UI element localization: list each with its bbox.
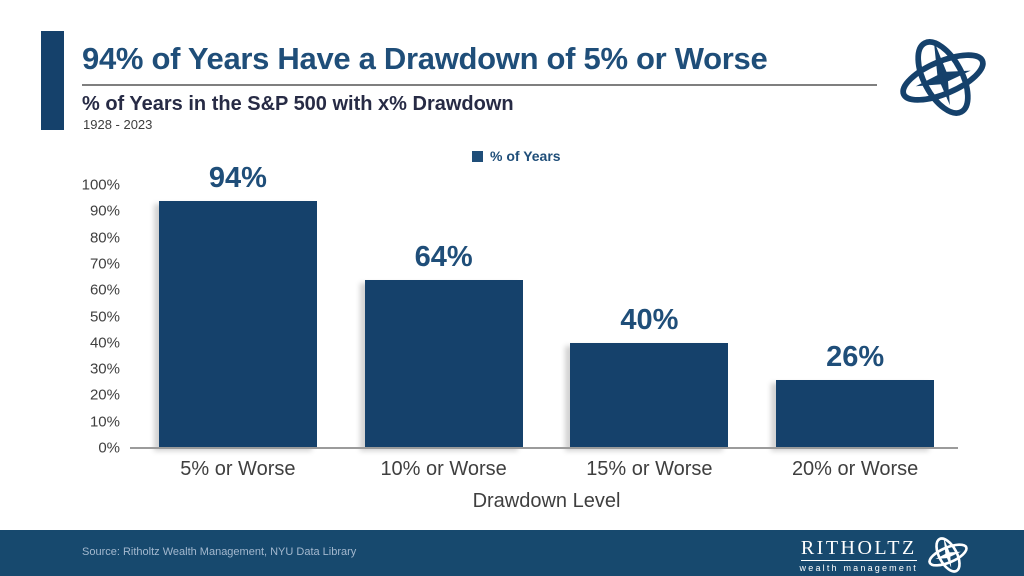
footer-brand: RITHOLTZ wealth management — [800, 533, 974, 576]
bar-slot: 94% — [135, 162, 341, 448]
y-tick-label: 90% — [89, 202, 120, 220]
y-tick-label: 40% — [89, 334, 120, 352]
y-tick-label: 70% — [89, 255, 120, 273]
x-tick-label: 5% or Worse — [180, 458, 296, 480]
brand-tagline: wealth management — [799, 562, 918, 573]
x-tick-label: 15% or Worse — [586, 458, 713, 480]
y-tick-label: 50% — [89, 308, 120, 325]
brand-text: RITHOLTZ wealth management — [799, 536, 918, 573]
y-tick-label: 100% — [81, 176, 120, 194]
bar-value-label: 64% — [414, 240, 473, 273]
bar-slot: 40% — [547, 185, 753, 448]
bar-value-label: 94% — [208, 161, 267, 194]
bar — [364, 279, 523, 448]
x-axis-line — [130, 447, 958, 449]
footer: Source: Ritholtz Wealth Management, NYU … — [0, 530, 1024, 576]
header-accent-bar — [41, 31, 64, 130]
chart-subtitle: % of Years in the S&P 500 with x% Drawdo… — [82, 93, 514, 115]
y-tick-label: 80% — [89, 229, 120, 247]
source-text: Source: Ritholtz Wealth Management, NYU … — [82, 546, 357, 558]
legend-swatch-icon — [472, 150, 483, 162]
title-underline — [82, 84, 877, 86]
chart-period: 1928 - 2023 — [83, 117, 153, 132]
y-axis: 100% 90% 80% 70% 60% 50% 40% 30% 20% 10% 0% — [58, 177, 120, 457]
legend: % of Years — [472, 148, 561, 164]
bar-value-label: 26% — [826, 340, 885, 373]
bar — [776, 379, 935, 448]
bar — [570, 342, 729, 448]
legend-label: % of Years — [490, 148, 561, 164]
bar-slot: 26% — [752, 185, 958, 448]
y-tick-label: 20% — [89, 386, 120, 404]
bar-value-label: 40% — [620, 303, 679, 336]
brand-wordmark: RITHOLTZ — [800, 536, 917, 561]
y-tick-label: 60% — [89, 281, 120, 299]
x-tick-label: 20% or Worse — [791, 458, 919, 480]
y-tick-label: 10% — [89, 413, 120, 431]
bar — [158, 200, 317, 448]
x-axis-labels: 5% or Worse 10% or Worse 15% or Worse 20% o… — [135, 458, 958, 481]
y-tick-label: 0% — [98, 439, 120, 457]
plot-area: 94% 64% 40% 26% — [135, 162, 958, 448]
x-axis-title: Drawdown Level — [472, 490, 621, 512]
gyroscope-logo-icon — [900, 39, 986, 116]
y-tick-label: 30% — [89, 360, 120, 378]
bar-slot: 64% — [341, 185, 547, 448]
page-title: 94% of Years Have a Drawdown of 5% or Wo… — [82, 41, 768, 76]
footer-gyroscope-icon — [928, 537, 968, 573]
x-tick-label: 10% or Worse — [380, 458, 507, 480]
